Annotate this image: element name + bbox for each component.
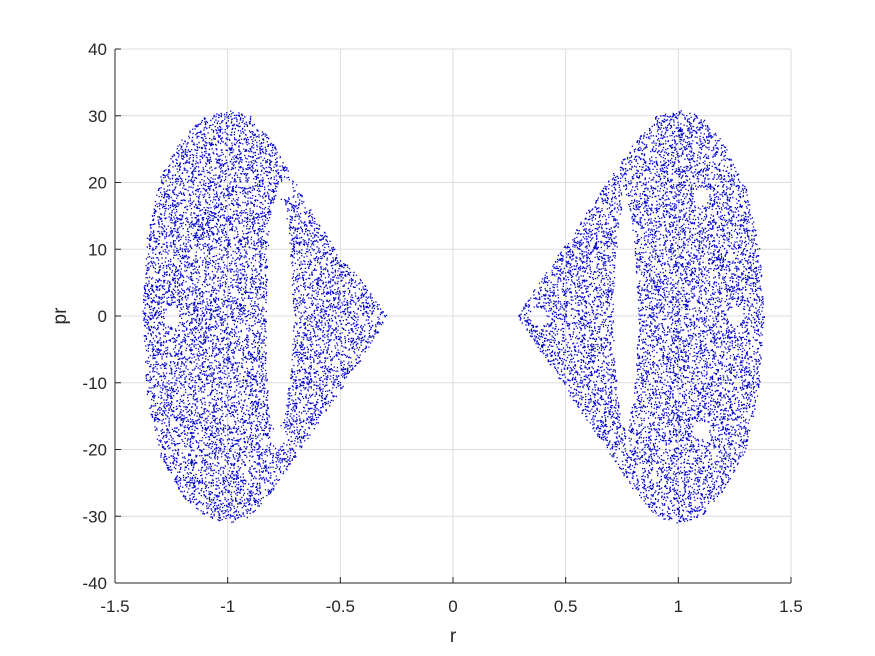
scatter-series-right xyxy=(518,110,765,524)
y-tick-label: -20 xyxy=(82,441,107,460)
x-tick-label: 1.5 xyxy=(779,597,803,616)
y-tick-label: 10 xyxy=(88,240,107,259)
y-tick-label: 30 xyxy=(88,107,107,126)
x-tick-label: -1.5 xyxy=(100,597,129,616)
y-axis-label: pr xyxy=(50,307,71,325)
y-tick-label: 40 xyxy=(88,40,107,59)
y-tick-label: -30 xyxy=(82,507,107,526)
y-tick-label: -40 xyxy=(82,574,107,593)
y-tick-label: 0 xyxy=(98,307,107,326)
scatter-series-left xyxy=(142,110,388,523)
x-tick-label: -1 xyxy=(220,597,235,616)
x-tick-label: 0.5 xyxy=(554,597,578,616)
x-tick-label: 0 xyxy=(448,597,457,616)
ticks: -1.5 -1 -0.5 0 0.5 1 1.5 -40 -30 -20 -10 0 10 20 30 40 xyxy=(82,40,802,616)
y-tick-label: 20 xyxy=(88,174,107,193)
scatter-points xyxy=(142,110,765,524)
x-tick-label: -0.5 xyxy=(326,597,355,616)
y-tick-label: -10 xyxy=(82,374,107,393)
x-axis-label: r xyxy=(450,626,457,647)
x-tick-label: 1 xyxy=(674,597,683,616)
